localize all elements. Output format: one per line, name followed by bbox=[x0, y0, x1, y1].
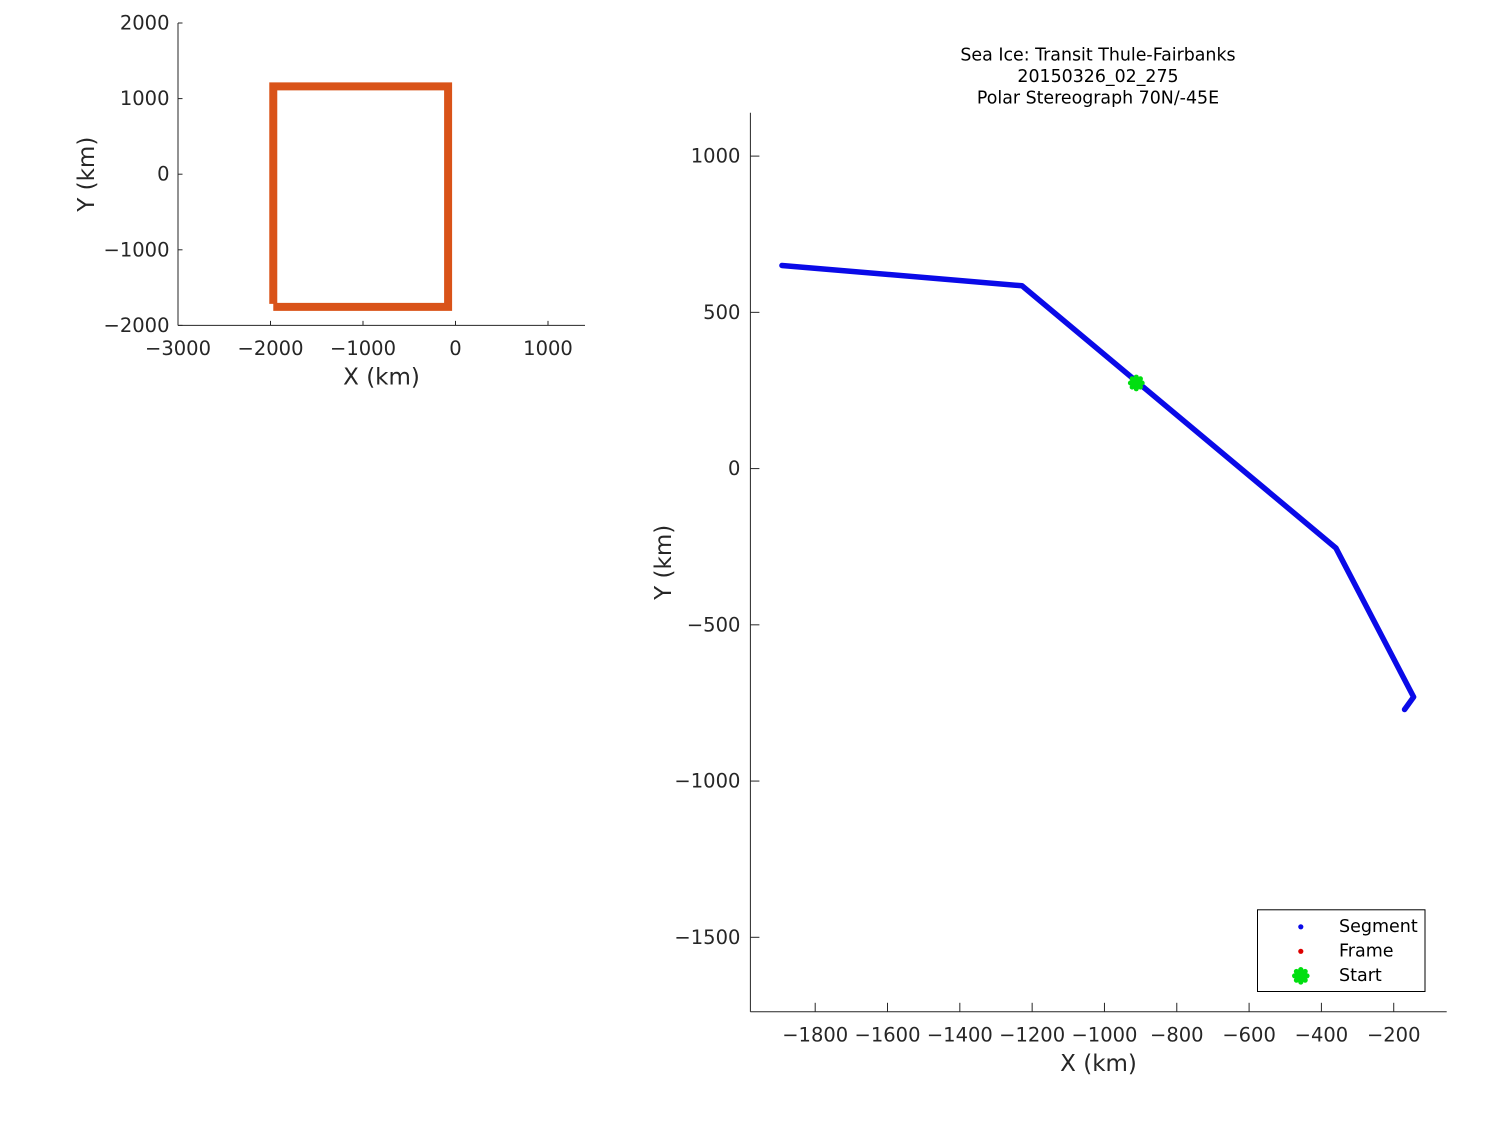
footprint-plot: −3000 −2000 −1000 0 1000−2000−1000010002000X… bbox=[74, 12, 585, 390]
footprint-x-tick-label: −3000 bbox=[145, 337, 211, 360]
legend-box bbox=[1257, 909, 1426, 992]
transit-y-tick-label: 500 bbox=[703, 301, 740, 324]
legend-marker-frame bbox=[1298, 948, 1304, 954]
footprint-series-image-boundary bbox=[269, 82, 453, 311]
transit-title-line: Sea Ice: Transit Thule-Fairbanks bbox=[960, 46, 1235, 66]
transit-y-axis-label: Y (km) bbox=[651, 525, 677, 601]
footprint-x-tick-label: −1000 bbox=[330, 337, 396, 360]
transit-y-tick-label: −1500 bbox=[674, 926, 740, 949]
transit-title-line: Polar Stereograph 70N/-45E bbox=[977, 89, 1219, 109]
transit-series-Segment bbox=[779, 262, 1417, 713]
legend-label-start: Start bbox=[1339, 966, 1382, 986]
transit-x-tick-label: −1000 bbox=[1071, 1023, 1137, 1046]
transit-x-tick-label: −200 bbox=[1367, 1023, 1421, 1046]
transit-y-tick-label: −1000 bbox=[674, 770, 740, 793]
transit-x-tick-label: −1400 bbox=[927, 1023, 993, 1046]
transit-title-line: 20150326_02_275 bbox=[1017, 67, 1178, 87]
transit-plot: −1800 −1600 −1400 −1200 −1000 −800 −600 −400 −20… bbox=[651, 46, 1447, 1077]
footprint-x-axis-label: X (km) bbox=[343, 364, 420, 390]
transit-x-axis-label: X (km) bbox=[1060, 1051, 1137, 1077]
footprint-x-tick-label: 1000 bbox=[523, 337, 573, 360]
transit-x-tick-label: −1600 bbox=[855, 1023, 921, 1046]
transit-x-tick-label: −400 bbox=[1295, 1023, 1349, 1046]
transit-legend: Segment Frame Start bbox=[1257, 909, 1426, 992]
transit-y-tick-label: 0 bbox=[728, 457, 740, 480]
footprint-y-tick-label: −2000 bbox=[104, 314, 170, 337]
legend-marker-segment bbox=[1298, 924, 1304, 930]
transit-x-tick-label: −600 bbox=[1222, 1023, 1276, 1046]
transit-start-marker bbox=[1127, 374, 1145, 392]
transit-x-tick-label: −1200 bbox=[999, 1023, 1065, 1046]
transit-y-tick-label: 1000 bbox=[691, 145, 741, 168]
footprint-y-tick-label: 0 bbox=[157, 163, 169, 186]
legend-marker-start bbox=[1291, 966, 1310, 985]
footprint-y-tick-label: 2000 bbox=[120, 12, 170, 35]
legend-label-frame: Frame bbox=[1339, 941, 1394, 961]
transit-x-tick-label: −800 bbox=[1150, 1023, 1204, 1046]
legend-label-segment: Segment bbox=[1339, 917, 1418, 937]
footprint-y-tick-label: 1000 bbox=[120, 87, 170, 110]
transit-x-tick-label: −1800 bbox=[782, 1023, 848, 1046]
footprint-y-axis-label: Y (km) bbox=[74, 137, 100, 213]
footprint-y-tick-label: −1000 bbox=[104, 238, 170, 261]
footprint-x-tick-label: 0 bbox=[449, 337, 461, 360]
transit-y-tick-label: −500 bbox=[687, 613, 741, 636]
footprint-x-tick-label: −2000 bbox=[238, 337, 304, 360]
